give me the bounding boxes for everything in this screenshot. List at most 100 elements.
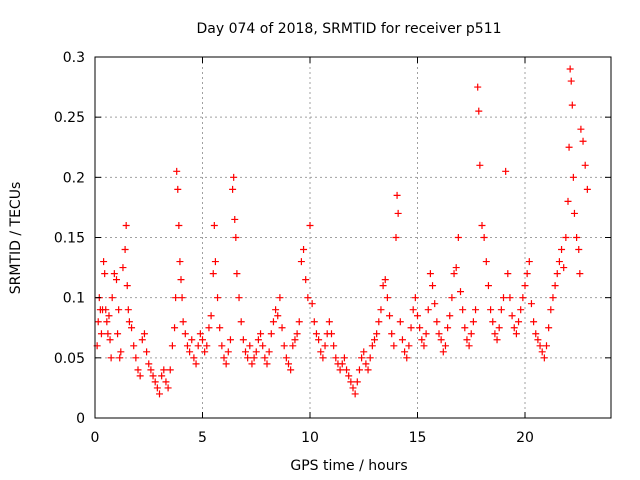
data-point [149, 372, 157, 380]
data-point [394, 209, 402, 217]
data-point [573, 234, 581, 241]
y-axis-label: SRMTID / TECUs [8, 182, 24, 295]
data-point [269, 318, 277, 326]
data-point [209, 270, 217, 278]
data-point [330, 342, 338, 350]
data-point [306, 221, 314, 229]
data-point [433, 318, 441, 326]
x-tick-label: 15 [409, 430, 427, 446]
data-point [106, 336, 114, 344]
data-point [555, 258, 563, 266]
data-point [457, 288, 464, 296]
data-point [153, 384, 161, 392]
data-point [194, 342, 202, 350]
data-point [429, 282, 437, 290]
data-point [497, 306, 505, 314]
data-point [232, 234, 240, 241]
data-point [172, 294, 180, 302]
data-point [379, 282, 387, 290]
data-point [454, 234, 462, 241]
data-point [274, 312, 282, 320]
data-point [568, 101, 576, 109]
data-point [525, 258, 533, 266]
data-point [422, 330, 430, 338]
data-point [480, 234, 488, 241]
data-point [130, 342, 138, 350]
data-point [205, 324, 213, 332]
data-point [508, 312, 516, 320]
data-point [231, 215, 239, 223]
data-point [441, 342, 449, 350]
data-point [211, 258, 219, 266]
data-point [401, 348, 409, 356]
data-point [491, 330, 499, 338]
data-point [297, 258, 305, 266]
data-point [293, 330, 301, 338]
data-point [444, 324, 452, 332]
data-point [420, 342, 428, 350]
data-point [469, 318, 477, 326]
data-point [388, 330, 396, 338]
data-point [435, 330, 443, 338]
data-point [179, 318, 187, 326]
x-axis-label: GPS time / hours [290, 458, 407, 474]
data-point [523, 270, 531, 278]
data-point [280, 342, 288, 350]
data-point [558, 246, 566, 254]
data-point [308, 300, 316, 308]
data-point [171, 324, 179, 332]
data-point [229, 185, 237, 193]
data-point [302, 276, 310, 284]
y-tick-label: 0.2 [63, 170, 85, 186]
data-point [502, 167, 510, 175]
data-point [581, 161, 589, 169]
data-point [242, 348, 249, 356]
data-point [431, 300, 439, 308]
data-point [143, 348, 151, 356]
data-point [521, 282, 529, 290]
y-tick-label: 0.1 [63, 291, 85, 307]
data-point [168, 342, 176, 350]
data-point [101, 270, 109, 278]
data-point [446, 312, 454, 320]
data-point [252, 348, 260, 356]
data-point [190, 354, 198, 362]
data-point [506, 294, 514, 302]
y-tick-label: 0.3 [63, 50, 85, 66]
data-point [188, 336, 196, 344]
data-point [575, 246, 583, 254]
data-point [536, 342, 544, 350]
data-point [124, 306, 132, 314]
data-point [257, 330, 265, 338]
data-point [414, 312, 421, 320]
data-point [377, 306, 385, 314]
data-point [366, 354, 374, 362]
data-point [117, 348, 125, 356]
data-point [226, 336, 234, 344]
data-point [478, 221, 486, 229]
data-point [207, 312, 215, 320]
data-point [355, 366, 363, 374]
data-point [459, 306, 467, 314]
data-point [495, 324, 503, 332]
data-point [186, 348, 194, 356]
data-point [349, 384, 357, 392]
data-point [97, 330, 105, 338]
data-point [405, 342, 413, 350]
data-point [360, 348, 368, 356]
data-point [547, 306, 555, 314]
data-point [246, 342, 254, 350]
data-point [392, 234, 400, 241]
data-point [254, 336, 262, 344]
data-point [390, 342, 398, 350]
y-tick-label: 0.15 [54, 231, 85, 247]
data-point [300, 246, 308, 254]
data-point [489, 318, 497, 326]
data-point [178, 294, 186, 302]
data-point [265, 348, 273, 356]
data-point [201, 348, 209, 356]
data-point [175, 221, 183, 229]
data-point [463, 336, 471, 344]
data-point [545, 324, 553, 332]
data-point [566, 65, 574, 73]
